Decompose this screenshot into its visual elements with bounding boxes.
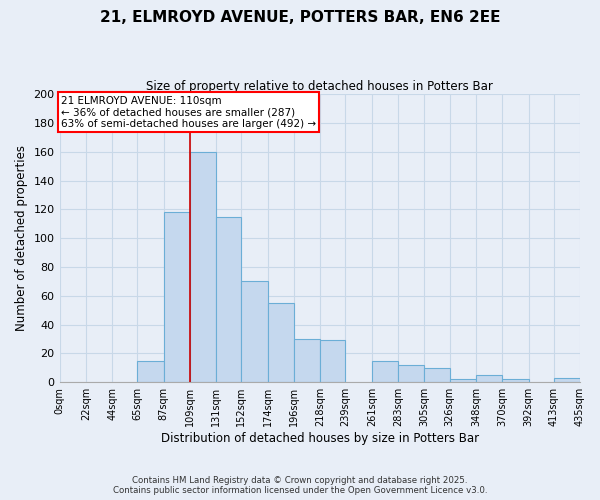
Bar (320, 340, 346, 382)
Bar (241, 282, 268, 382)
Bar (476, 375, 502, 382)
Y-axis label: Number of detached properties: Number of detached properties (15, 145, 28, 331)
Bar (294, 339, 320, 382)
Bar (398, 365, 424, 382)
Title: Size of property relative to detached houses in Potters Bar: Size of property relative to detached ho… (146, 80, 493, 93)
Bar (164, 212, 190, 382)
X-axis label: Distribution of detached houses by size in Potters Bar: Distribution of detached houses by size … (161, 432, 479, 445)
Bar (424, 368, 449, 382)
Bar (502, 380, 529, 382)
Bar (137, 360, 164, 382)
Bar (268, 303, 294, 382)
Text: 21, ELMROYD AVENUE, POTTERS BAR, EN6 2EE: 21, ELMROYD AVENUE, POTTERS BAR, EN6 2EE (100, 10, 500, 25)
Bar (449, 380, 476, 382)
Bar (216, 216, 241, 382)
Text: 21 ELMROYD AVENUE: 110sqm
← 36% of detached houses are smaller (287)
63% of semi: 21 ELMROYD AVENUE: 110sqm ← 36% of detac… (61, 96, 316, 129)
Text: Contains HM Land Registry data © Crown copyright and database right 2025.
Contai: Contains HM Land Registry data © Crown c… (113, 476, 487, 495)
Bar (190, 152, 216, 382)
Bar (554, 378, 580, 382)
Bar (372, 360, 398, 382)
